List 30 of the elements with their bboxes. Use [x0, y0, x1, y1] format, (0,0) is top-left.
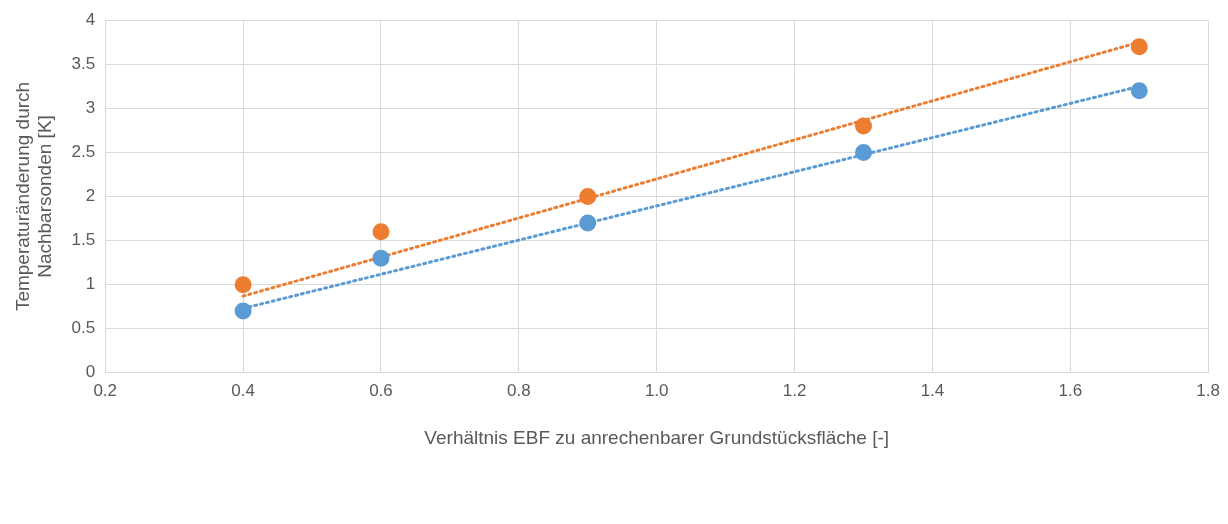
point [855, 143, 873, 161]
x-tick-label: 0.6 [369, 380, 393, 400]
point [579, 214, 597, 232]
y-tick-label: 2 [85, 186, 96, 206]
y-tick-label: 1 [85, 274, 96, 294]
y-tick-label: 0.5 [71, 318, 96, 338]
y-tick-label: 0 [85, 362, 96, 382]
point [1130, 82, 1148, 100]
x-tick-label: 1.2 [782, 380, 807, 400]
x-tick-label: 0.4 [231, 380, 255, 400]
x-tick-label: 0.2 [93, 380, 118, 400]
y-tick-label: 3 [85, 98, 96, 118]
x-tick-label: 1.4 [920, 380, 945, 400]
point [1130, 38, 1148, 56]
point [372, 223, 390, 241]
point [579, 188, 597, 205]
point [234, 276, 252, 294]
y-tick-label: 2.5 [71, 142, 96, 162]
y-tick-label: 4 [85, 9, 96, 29]
x-tick-label: 1.0 [644, 380, 669, 400]
x-axis-title: Verhältnis EBF zu anrechenbarer Grundstücksfläche [-] [424, 426, 890, 448]
x-tick-label: 1.6 [1058, 380, 1083, 400]
y-tick-label: 1.5 [71, 230, 96, 250]
y-tick-label: 3.5 [71, 53, 96, 73]
point [855, 117, 873, 135]
x-tick-label: 0.8 [507, 380, 531, 400]
point [234, 302, 252, 320]
y-axis-title: Temperaturänderung durch Nachbarsonden [K] [11, 81, 56, 312]
point [372, 249, 390, 267]
x-tick-label: 1.8 [1196, 380, 1220, 400]
